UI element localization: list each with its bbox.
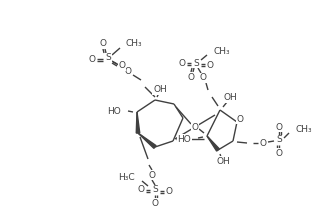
Text: CH₃: CH₃	[296, 126, 313, 135]
Text: O: O	[100, 40, 107, 48]
Text: O: O	[124, 67, 131, 76]
Text: OH: OH	[216, 156, 230, 166]
Text: HO: HO	[107, 107, 121, 116]
Text: O: O	[187, 72, 194, 82]
Text: O: O	[166, 187, 173, 196]
Text: O: O	[88, 55, 95, 65]
Text: CH₃: CH₃	[214, 46, 231, 55]
Text: S: S	[193, 59, 199, 67]
Text: OH: OH	[223, 93, 237, 103]
Text: S: S	[152, 185, 158, 194]
Text: O: O	[191, 122, 199, 131]
Text: HO: HO	[177, 135, 191, 143]
Text: O: O	[237, 114, 244, 124]
Text: O: O	[138, 185, 145, 194]
Text: O: O	[207, 61, 214, 69]
Text: O: O	[276, 149, 282, 158]
Polygon shape	[136, 112, 140, 133]
Text: O: O	[200, 74, 207, 82]
Text: OH: OH	[153, 86, 167, 95]
Text: H₃C: H₃C	[118, 173, 135, 181]
Text: S: S	[276, 135, 282, 145]
Text: O: O	[259, 139, 267, 147]
Text: O: O	[151, 198, 158, 208]
Text: O: O	[179, 59, 185, 69]
Text: O: O	[118, 61, 125, 70]
Polygon shape	[138, 133, 156, 148]
Text: S: S	[105, 53, 111, 63]
Text: O: O	[276, 122, 282, 131]
Polygon shape	[207, 136, 219, 151]
Text: O: O	[148, 170, 155, 179]
Text: CH₃: CH₃	[126, 40, 143, 48]
